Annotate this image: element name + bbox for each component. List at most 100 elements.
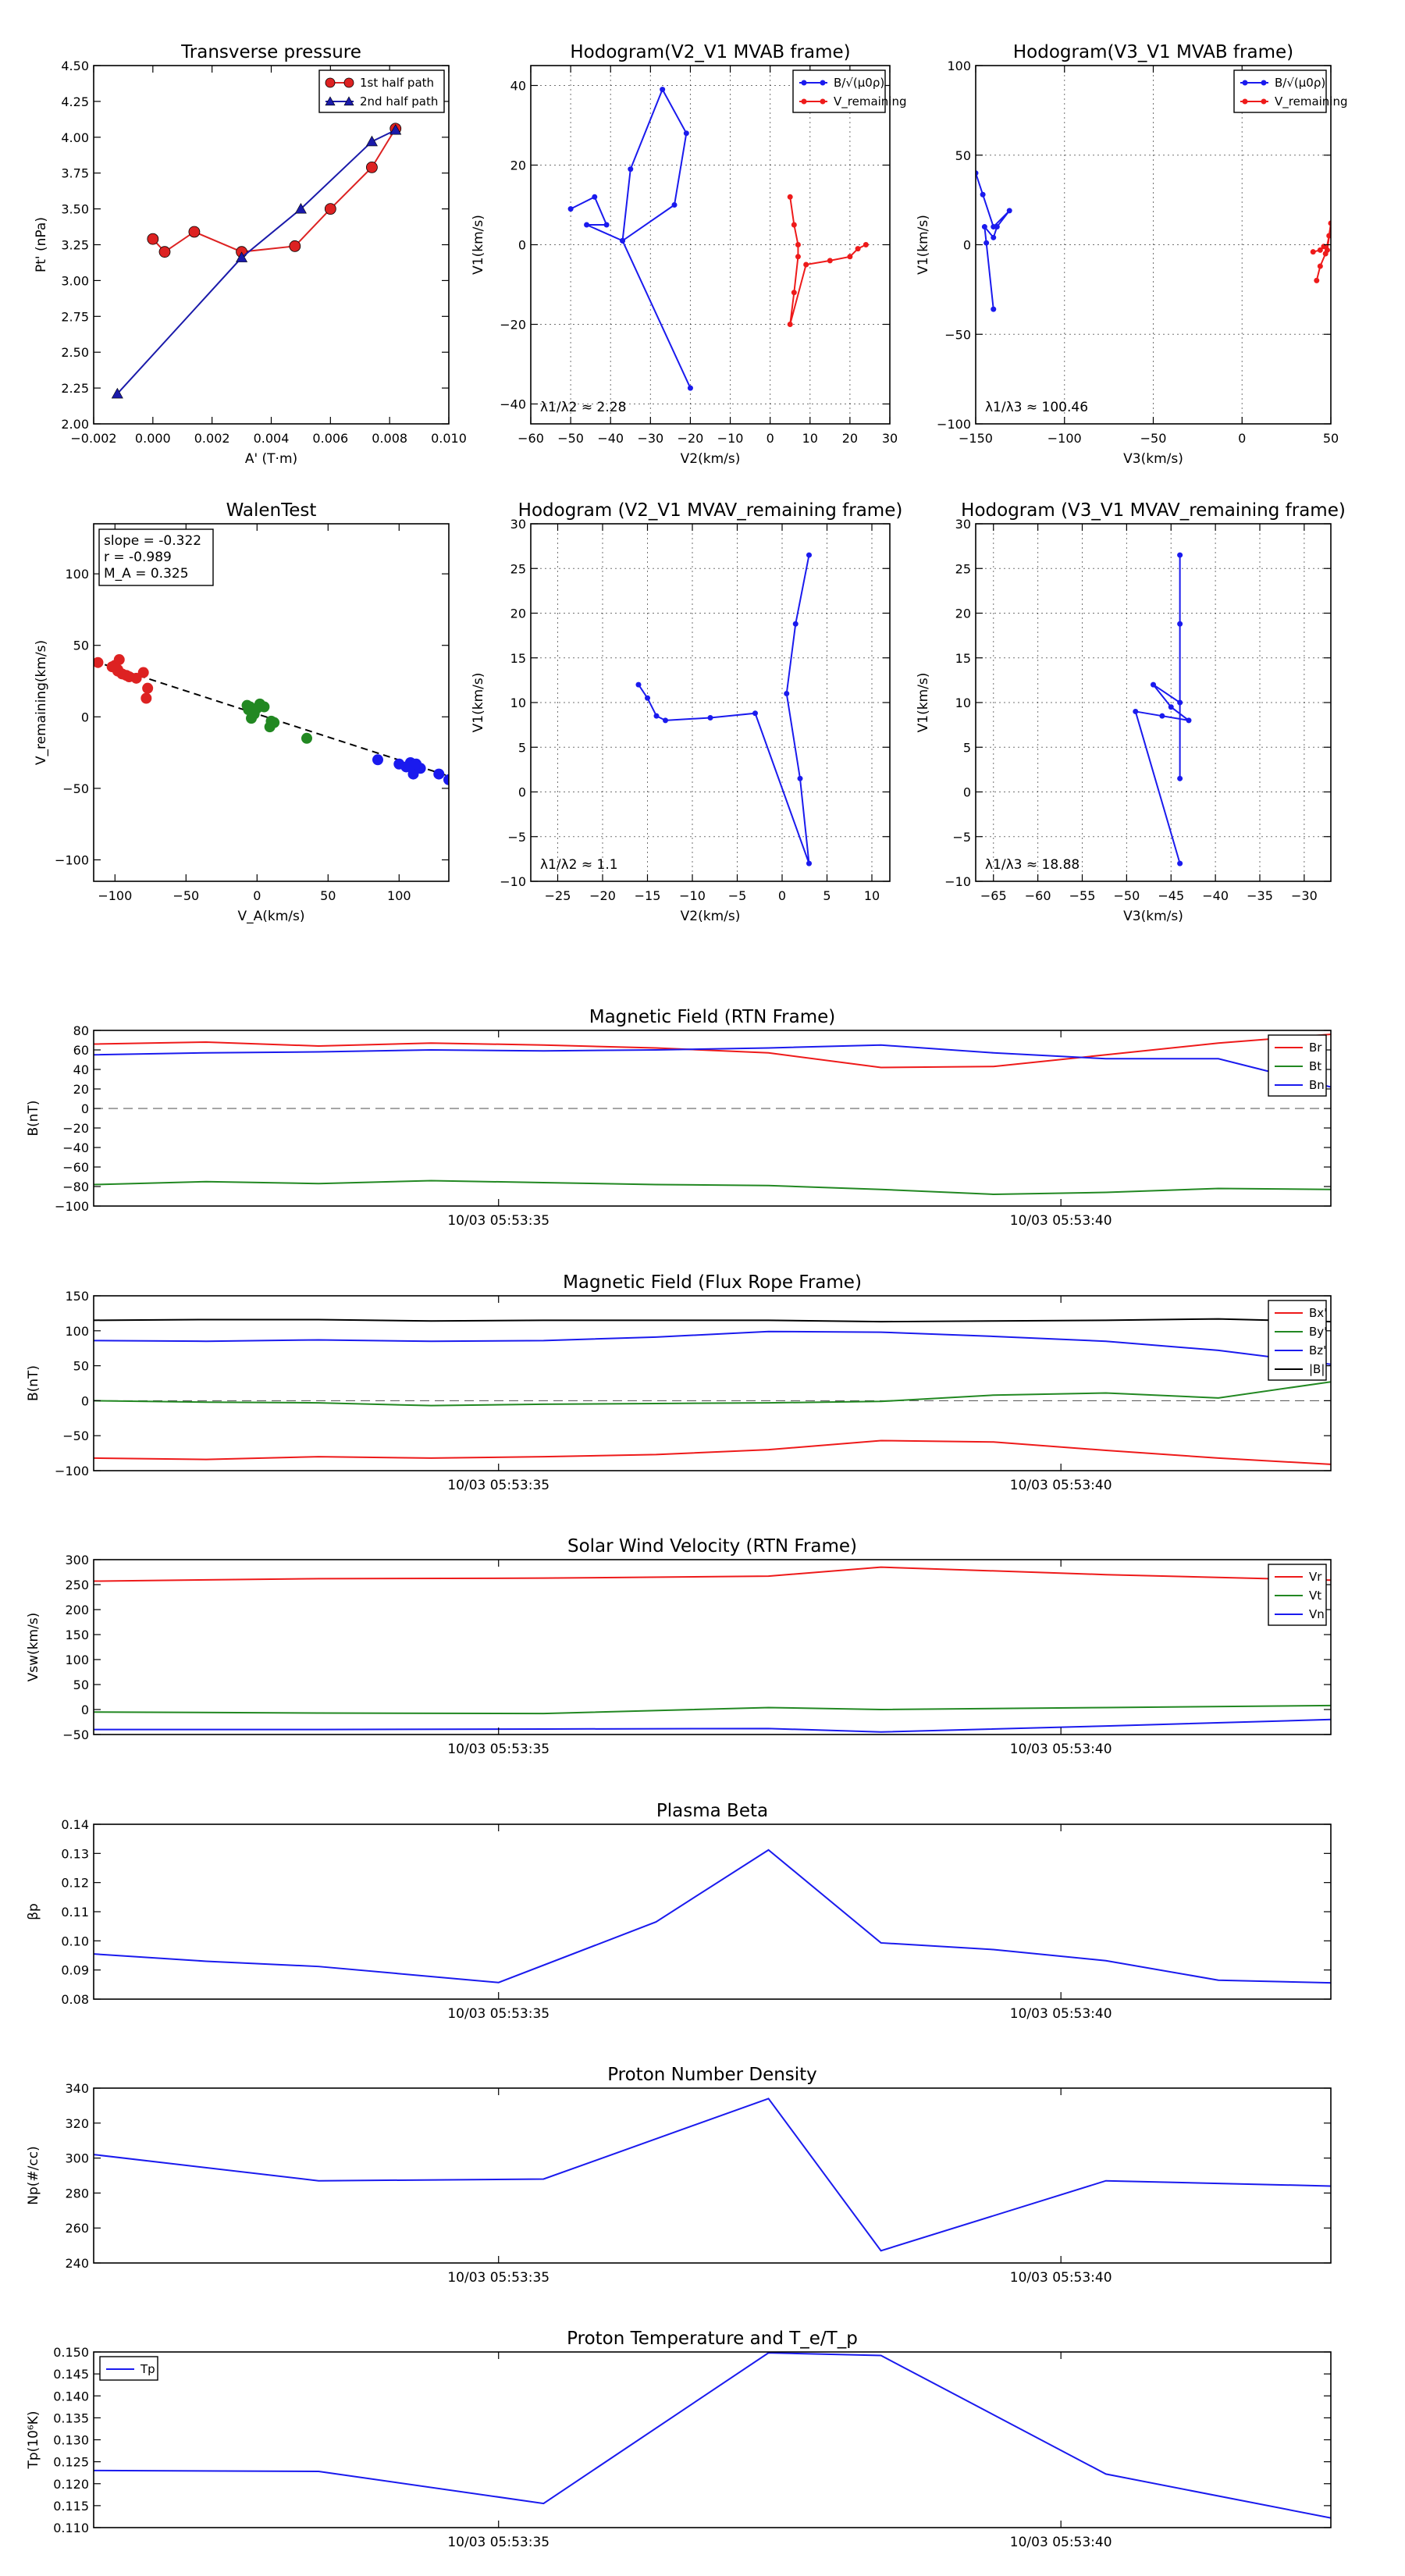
series-line-V	[638, 554, 810, 864]
x-tick-label: −25	[545, 888, 571, 903]
x-tick-label: 50	[320, 888, 336, 903]
y-tick-label: 15	[955, 651, 971, 666]
legend-marker	[343, 96, 354, 106]
x-tick-label: 10/03 05:53:40	[1010, 2270, 1112, 2286]
plot-area	[976, 170, 1331, 312]
x-tick-label: −10	[679, 888, 706, 903]
plot-frame	[93, 1030, 1332, 1207]
chart-title: Hodogram(V3_V1 MVAB frame)	[1013, 42, 1293, 62]
chart-title: Hodogram (V2_V1 MVAV_remaining frame)	[518, 500, 903, 521]
x-tick-label: 0	[767, 431, 774, 446]
y-tick-label: −80	[62, 1179, 89, 1194]
y-tick-label: 60	[73, 1043, 89, 1058]
x-tick-label: 10/03 05:53:35	[447, 2006, 550, 2022]
series-line-|B|	[94, 1318, 1331, 1323]
x-tick-label: −100	[98, 888, 132, 903]
x-tick-label: −20	[678, 431, 704, 446]
legend-label: 1st half path	[360, 76, 434, 90]
x-tick-label: −40	[1202, 888, 1229, 903]
plot-area	[94, 654, 449, 785]
chart-title: Magnetic Field (Flux Rope Frame)	[563, 1272, 862, 1293]
x-tick-label: 0	[778, 888, 786, 903]
plot-frame	[93, 1559, 1332, 1735]
plot-area	[94, 2097, 1331, 2252]
magnetic-field-rtn-chart: 10/03 05:53:35 10/03 05:53:40 −100 −80 −60 −4…	[26, 1007, 1332, 1229]
y-tick-label: 40	[73, 1062, 89, 1077]
legend-marker	[1261, 98, 1267, 105]
x-tick-label: 0.006	[312, 431, 348, 446]
series-line-Bn	[94, 1044, 1331, 1088]
y-tick-label: 50	[955, 148, 971, 163]
plot-area	[635, 552, 812, 866]
data-point	[1326, 233, 1331, 239]
data-point	[795, 242, 801, 247]
y-tick-label: 100	[947, 59, 971, 73]
y-tick-label: 0	[963, 238, 971, 253]
x-tick-label: 0.004	[254, 431, 290, 446]
stats-line: M_A = 0.325	[104, 566, 189, 582]
data-point	[863, 242, 869, 247]
x-tick-label: −50	[1113, 888, 1140, 903]
series-line-Vt	[94, 1704, 1331, 1715]
y-tick-label: −50	[62, 781, 89, 796]
data-point	[411, 758, 422, 770]
y-tick-label: −60	[62, 1160, 89, 1175]
y-tick-label: −5	[952, 830, 971, 845]
y-tick-label: 0.145	[53, 2367, 89, 2382]
y-tick-label: −100	[55, 1464, 89, 1478]
y-tick-label: 0.13	[61, 1846, 89, 1861]
y-axis-label: V1(km/s)	[471, 215, 486, 275]
y-tick-label: −100	[937, 417, 971, 432]
data-point	[855, 246, 861, 252]
data-point	[188, 226, 201, 238]
y-axis-label: V1(km/s)	[916, 215, 931, 275]
data-point	[792, 621, 799, 627]
y-axis-label: βp	[26, 1903, 41, 1920]
plot-frame	[93, 1823, 1332, 2000]
y-tick-label: 0.120	[53, 2477, 89, 2492]
x-tick-label: 5	[823, 888, 831, 903]
data-point	[803, 262, 809, 268]
y-tick-label: 0.135	[53, 2411, 89, 2425]
data-point	[797, 775, 803, 781]
series-line-B/√(μ0ρ)	[570, 87, 692, 389]
x-tick-label: 0.008	[372, 431, 407, 446]
stats-line: slope = -0.322	[104, 533, 201, 549]
plot-frame	[93, 2087, 1332, 2264]
y-tick-label: 15	[510, 651, 526, 666]
legend-marker	[325, 96, 336, 106]
series-line-1st half path	[152, 128, 397, 253]
y-tick-label: 300	[65, 1553, 89, 1567]
x-tick-label: 30	[882, 431, 898, 446]
legend-marker	[801, 98, 807, 105]
y-tick-label: 4.50	[61, 59, 89, 73]
x-tick-label: 10/03 05:53:35	[447, 2535, 550, 2550]
data-point	[1177, 552, 1183, 558]
y-tick-label: 2.50	[61, 345, 89, 360]
y-axis-label: B(nT)	[26, 1365, 41, 1401]
data-point	[1310, 249, 1316, 255]
data-point	[433, 768, 445, 780]
legend-label: Br	[1309, 1041, 1322, 1055]
x-tick-label: −40	[597, 431, 624, 446]
series-line-Vr	[94, 1566, 1331, 1582]
series-line-By'	[94, 1381, 1331, 1407]
data-point	[620, 237, 626, 244]
data-point	[365, 135, 378, 147]
data-point	[787, 322, 793, 327]
x-tick-label: −55	[1069, 888, 1096, 903]
legend: Bx' By' Bz' |B|	[1268, 1300, 1327, 1381]
y-tick-label: 10	[510, 696, 526, 710]
x-tick-label: −20	[589, 888, 616, 903]
data-point	[784, 691, 790, 697]
data-point	[791, 290, 797, 296]
data-point	[981, 224, 987, 230]
data-point	[847, 254, 853, 260]
y-tick-label: 260	[65, 2221, 89, 2236]
legend-box	[792, 69, 886, 113]
y-tick-label: 200	[65, 1603, 89, 1617]
data-point	[663, 717, 668, 724]
data-point	[443, 774, 449, 785]
data-point	[372, 754, 383, 766]
